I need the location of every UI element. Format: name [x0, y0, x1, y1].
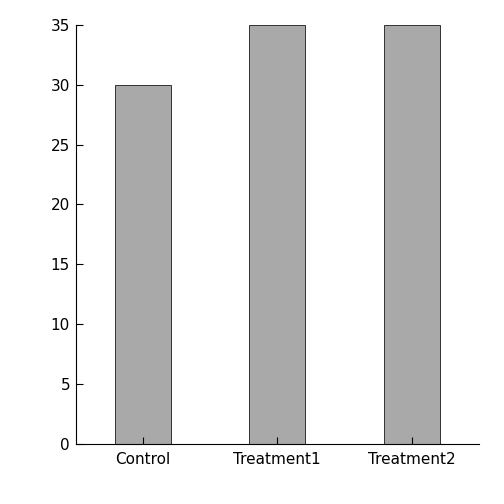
Bar — [384, 25, 439, 444]
Bar — [249, 25, 305, 444]
Bar — [115, 85, 171, 444]
